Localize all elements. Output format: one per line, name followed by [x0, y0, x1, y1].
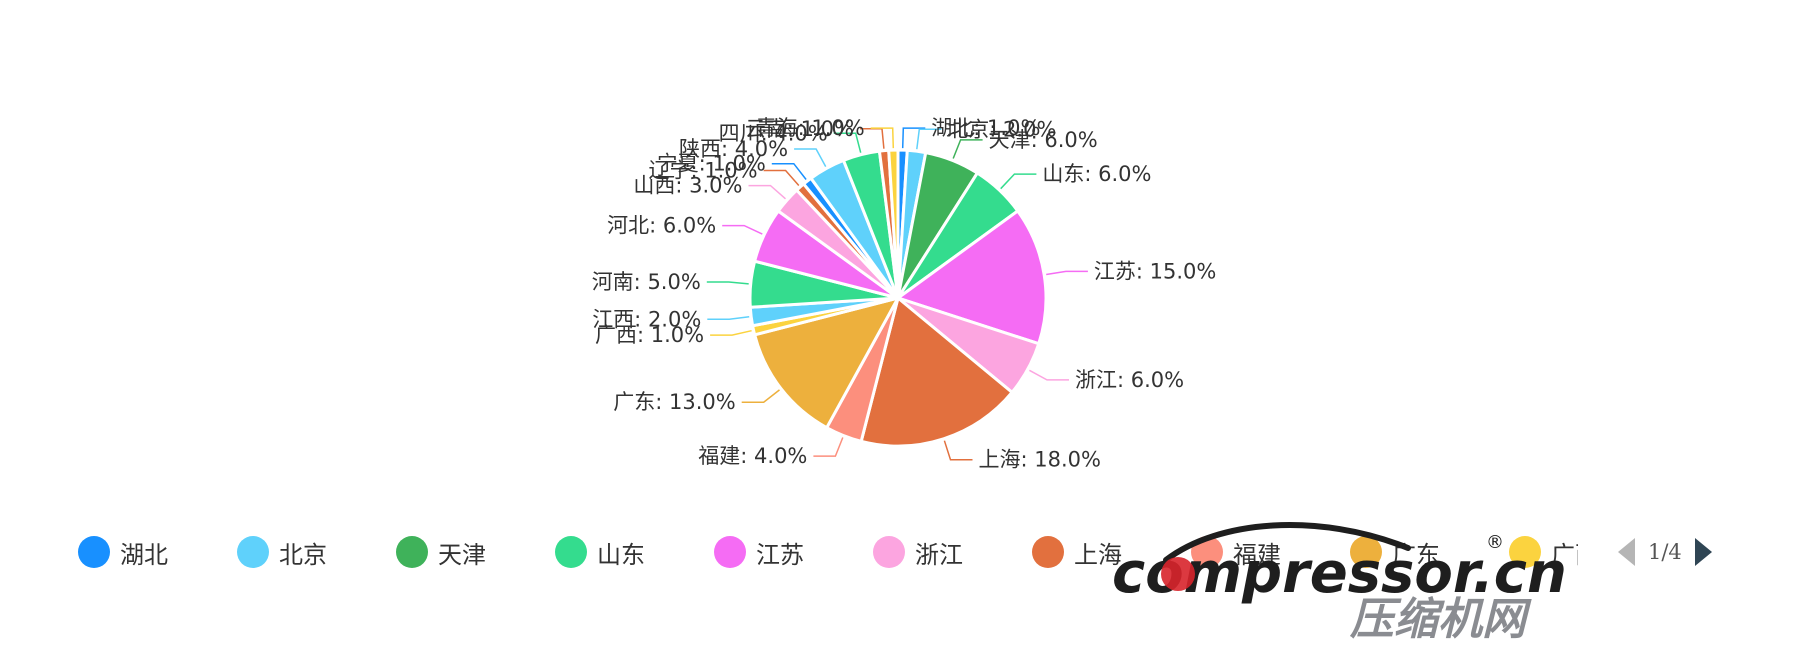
leader-line-9 — [710, 329, 752, 336]
slice-label-7: 福建: 4.0% — [698, 444, 807, 468]
pie-slice-19[interactable] — [887, 148, 900, 299]
legend-item-9[interactable]: 广西 — [1509, 535, 1578, 570]
legend-label-1: 北京 — [279, 540, 327, 569]
compressor-cn-watermark-logo: compressor.cn ® 压缩机网 — [1112, 522, 1567, 642]
legend-label-4: 江苏 — [756, 540, 804, 569]
legend-item-1[interactable]: 北京 — [237, 535, 396, 570]
legend-item-2[interactable]: 天津 — [396, 535, 555, 570]
slice-label-1: 北京: 2.0% — [947, 117, 1056, 141]
slice-label-13: 山西: 3.0% — [633, 174, 742, 198]
leader-line-6 — [943, 440, 973, 461]
legend-prev-arrow-icon[interactable] — [1618, 538, 1636, 566]
legend-marker-4 — [714, 536, 746, 568]
legend-pager: 1/4 — [1618, 534, 1712, 570]
slice-label-10: 江西: 2.0% — [592, 307, 701, 331]
slice-label-18: 云南: 1.0% — [745, 117, 854, 141]
pie-slice-4[interactable] — [894, 208, 1048, 346]
slice-label-3: 山东: 6.0% — [1042, 162, 1151, 186]
slice-label-12: 河北: 6.0% — [607, 214, 716, 238]
leader-line-2 — [952, 139, 983, 159]
legend-marker-1 — [237, 536, 269, 568]
slice-label-19: 青海: 1.0% — [756, 116, 865, 140]
legend-marker-0 — [78, 536, 110, 568]
pie-slices — [748, 148, 1048, 448]
leader-line-19 — [870, 127, 895, 149]
watermark-subtitle: 压缩机网 — [1349, 594, 1532, 642]
leader-line-11 — [706, 281, 749, 285]
leader-line-5 — [1029, 369, 1069, 381]
slice-label-17: 四川: 4.0% — [719, 121, 828, 145]
slice-label-14: 辽宁: 1.0% — [648, 159, 757, 183]
legend-label-5: 浙江 — [915, 540, 963, 569]
legend-label-0: 湖北 — [120, 540, 168, 569]
leader-line-14 — [763, 169, 800, 186]
slice-label-15: 宁夏: 1.0% — [657, 152, 766, 176]
leader-line-1 — [916, 128, 942, 150]
slice-label-5: 浙江: 6.0% — [1075, 368, 1184, 392]
legend-label-9: 广西 — [1551, 540, 1578, 569]
legend-item-0[interactable]: 湖北 — [78, 535, 237, 570]
leader-line-10 — [707, 316, 750, 321]
slice-label-4: 江苏: 15.0% — [1094, 259, 1216, 283]
leader-line-13 — [748, 184, 786, 200]
legend-marker-8 — [1350, 536, 1382, 568]
leader-line-7 — [813, 437, 844, 457]
leader-line-15 — [771, 162, 807, 180]
slice-label-8: 广东: 13.0% — [613, 390, 735, 414]
slice-labels: 湖北: 1.0%北京: 2.0%天津: 6.0% 山东: 6.0% 江苏: 15.0… — [592, 116, 1217, 472]
legend-marker-3 — [555, 536, 587, 568]
slice-label-0: 湖北: 1.0% — [931, 116, 1040, 140]
legend-item-4[interactable]: 江苏 — [714, 535, 873, 570]
leader-line-8 — [741, 389, 780, 403]
slice-label-9: 广西: 1.0% — [595, 323, 704, 347]
leader-line-17 — [833, 132, 862, 153]
legend: 湖北北京天津山东江苏浙江上海福建广东广西 — [78, 530, 1578, 574]
legend-next-arrow-icon[interactable] — [1694, 538, 1712, 566]
legend-marker-9 — [1509, 536, 1541, 568]
slice-label-16: 陕西: 4.0% — [679, 137, 788, 161]
leader-line-16 — [794, 148, 827, 167]
watermark-registered-mark: ® — [1486, 532, 1504, 553]
legend-marker-6 — [1032, 536, 1064, 568]
legend-item-6[interactable]: 上海 — [1032, 535, 1191, 570]
legend-label-3: 山东 — [597, 540, 645, 569]
legend-item-3[interactable]: 山东 — [555, 535, 714, 570]
legend-label-6: 上海 — [1074, 540, 1122, 569]
legend-item-5[interactable]: 浙江 — [873, 535, 1032, 570]
slice-label-6: 上海: 18.0% — [979, 448, 1101, 472]
legend-page-indicator: 1/4 — [1648, 540, 1682, 564]
slice-label-2: 天津: 6.0% — [989, 128, 1098, 152]
legend-label-2: 天津 — [438, 540, 486, 569]
pie-slice-8[interactable] — [752, 295, 901, 430]
leader-line-12 — [722, 224, 763, 235]
legend-label-7: 福建 — [1233, 540, 1281, 569]
leader-line-0 — [901, 127, 926, 149]
label-leader-lines — [706, 127, 1088, 461]
slice-label-11: 河南: 5.0% — [592, 270, 701, 294]
pie-slice-6[interactable] — [859, 295, 1015, 448]
legend-marker-2 — [396, 536, 428, 568]
legend-marker-5 — [873, 536, 905, 568]
leader-line-3 — [1000, 173, 1037, 190]
leader-line-4 — [1046, 270, 1088, 276]
